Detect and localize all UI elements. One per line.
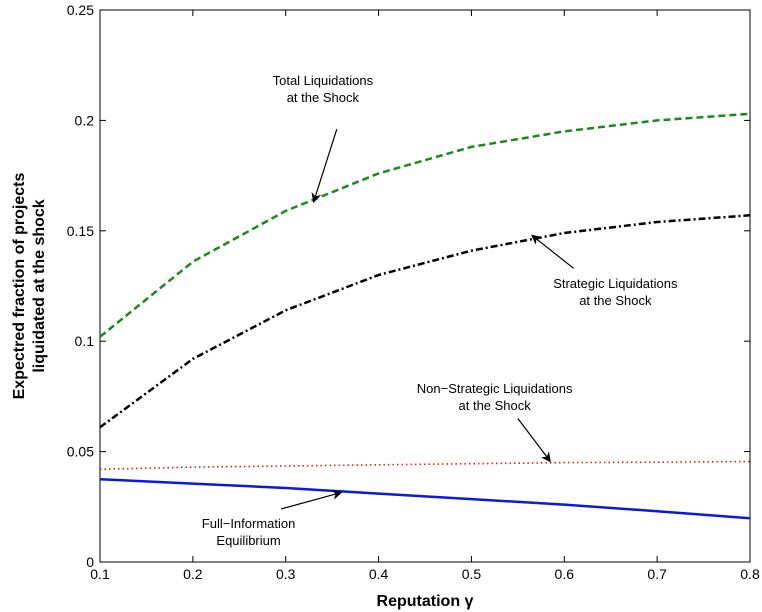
x-tick-label: 0.6 (555, 566, 575, 582)
series-line-full-info (99, 477, 751, 520)
annotation-full-info-text-line-1: Full−Information (202, 516, 296, 531)
series-line-non-strategic (99, 460, 751, 471)
y-tick-label: 0.1 (75, 333, 95, 349)
y-tick-label: 0 (86, 554, 94, 570)
y-tick-label: 0.05 (67, 444, 94, 460)
y-axis-label-line-2: liquidated at the shock (31, 199, 48, 372)
x-tick-label: 0.4 (369, 566, 389, 582)
x-tick-label: 0.8 (740, 566, 760, 582)
annotation-non-strategic-text-line-2: at the Shock (459, 398, 532, 413)
y-axis-label-line-1: Expectred fraction of projects (11, 173, 28, 400)
annotation-full-info-arrow (280, 490, 343, 510)
x-tick-label: 0.1 (90, 566, 110, 582)
y-tick-label: 0.15 (67, 223, 94, 239)
x-axis-label: Reputation γ (377, 593, 474, 610)
annotation-total-text-line-2: at the Shock (287, 90, 360, 105)
annotation-full-info-text-line-2: Equilibrium (216, 533, 280, 548)
series-line-strategic (99, 214, 751, 429)
annotation-strategic-text-line-1: Strategic Liquidations (553, 276, 678, 291)
y-tick-label: 0.25 (67, 2, 94, 18)
annotation-non-strategic-text-line-1: Non−Strategic Liquidations (417, 381, 573, 396)
y-tick-label: 0.2 (75, 112, 95, 128)
x-tick-label: 0.5 (462, 566, 482, 582)
series-line-total (99, 112, 751, 338)
annotation-strategic-text-line-2: at the Shock (579, 293, 652, 308)
x-tick-label: 0.2 (183, 566, 203, 582)
annotation-strategic-arrow (531, 234, 574, 269)
x-tick-label: 0.7 (647, 566, 667, 582)
annotation-total-arrow (311, 129, 338, 204)
annotation-total-text-line-1: Total Liquidations (273, 73, 374, 88)
plot-area (99, 9, 751, 563)
x-tick-label: 0.3 (276, 566, 296, 582)
annotation-non-strategic-arrow (517, 418, 551, 463)
